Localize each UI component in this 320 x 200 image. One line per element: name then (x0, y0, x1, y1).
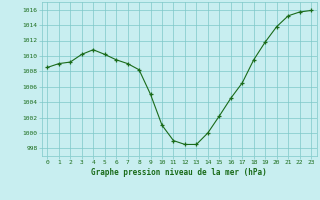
X-axis label: Graphe pression niveau de la mer (hPa): Graphe pression niveau de la mer (hPa) (91, 168, 267, 177)
